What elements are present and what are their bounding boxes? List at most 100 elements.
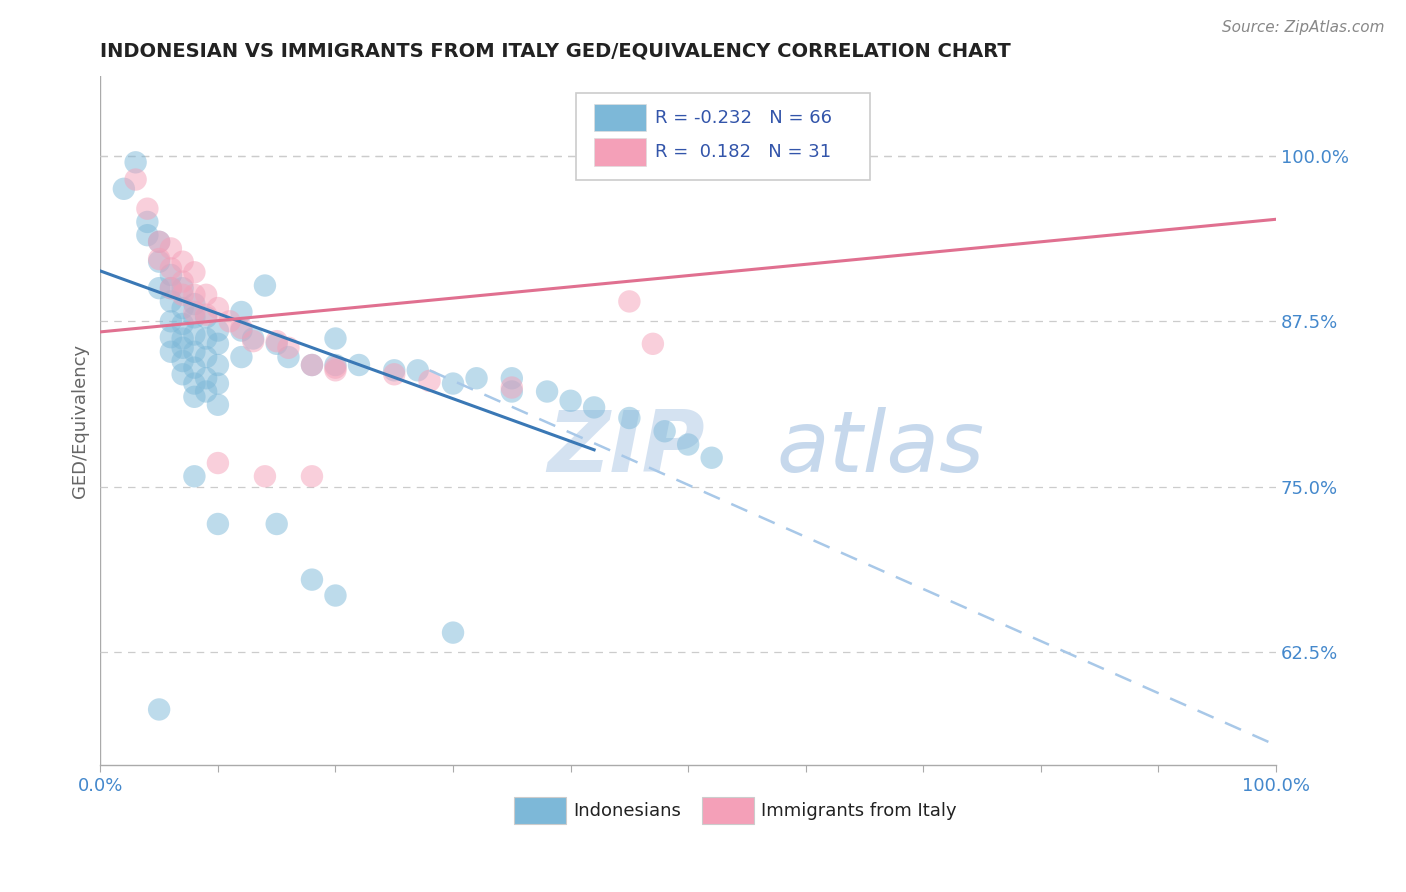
Point bbox=[347, 358, 370, 372]
Text: INDONESIAN VS IMMIGRANTS FROM ITALY GED/EQUIVALENCY CORRELATION CHART: INDONESIAN VS IMMIGRANTS FROM ITALY GED/… bbox=[100, 42, 1011, 61]
Point bbox=[148, 235, 170, 249]
Point bbox=[160, 314, 183, 328]
Point bbox=[242, 334, 264, 348]
Point bbox=[207, 516, 229, 531]
Point bbox=[207, 376, 229, 391]
Point bbox=[183, 327, 205, 342]
Point bbox=[641, 336, 664, 351]
Point bbox=[172, 287, 194, 301]
Point bbox=[183, 344, 205, 359]
FancyBboxPatch shape bbox=[595, 103, 645, 131]
Point bbox=[501, 371, 523, 385]
Point bbox=[231, 350, 253, 364]
Point bbox=[136, 202, 159, 216]
Point bbox=[207, 398, 229, 412]
Point bbox=[195, 287, 218, 301]
Point bbox=[325, 332, 347, 346]
Point bbox=[183, 265, 205, 279]
Point bbox=[183, 376, 205, 391]
Point bbox=[172, 275, 194, 289]
Point bbox=[253, 469, 276, 483]
Point bbox=[183, 390, 205, 404]
Point bbox=[183, 297, 205, 311]
Point bbox=[218, 314, 240, 328]
Point bbox=[207, 301, 229, 315]
Text: R =  0.182   N = 31: R = 0.182 N = 31 bbox=[655, 143, 831, 161]
Point bbox=[136, 228, 159, 243]
Point bbox=[301, 469, 323, 483]
Point bbox=[501, 384, 523, 399]
Point bbox=[406, 363, 429, 377]
Point bbox=[183, 305, 205, 319]
Text: atlas: atlas bbox=[776, 407, 984, 490]
Point bbox=[148, 252, 170, 266]
Point bbox=[382, 368, 405, 382]
Text: Immigrants from Italy: Immigrants from Italy bbox=[761, 802, 956, 820]
Point bbox=[172, 281, 194, 295]
Point bbox=[195, 350, 218, 364]
Point bbox=[325, 589, 347, 603]
Point bbox=[253, 278, 276, 293]
Point bbox=[148, 254, 170, 268]
Point bbox=[676, 437, 699, 451]
Point bbox=[172, 332, 194, 346]
Point bbox=[266, 516, 288, 531]
Point bbox=[619, 294, 641, 309]
Point bbox=[583, 401, 606, 415]
Point bbox=[183, 360, 205, 375]
Point bbox=[619, 411, 641, 425]
Point bbox=[136, 215, 159, 229]
Point bbox=[231, 305, 253, 319]
Point bbox=[172, 254, 194, 268]
FancyBboxPatch shape bbox=[515, 797, 565, 823]
Point bbox=[183, 310, 205, 325]
Point bbox=[160, 344, 183, 359]
Point bbox=[112, 182, 135, 196]
Point bbox=[560, 393, 582, 408]
Point bbox=[172, 341, 194, 355]
Point bbox=[195, 308, 218, 322]
Text: R = -0.232   N = 66: R = -0.232 N = 66 bbox=[655, 109, 832, 127]
Point bbox=[148, 702, 170, 716]
Point bbox=[183, 287, 205, 301]
Point bbox=[195, 332, 218, 346]
Point bbox=[325, 360, 347, 375]
Point bbox=[441, 625, 464, 640]
Point bbox=[172, 368, 194, 382]
Point bbox=[172, 354, 194, 368]
Point bbox=[231, 321, 253, 335]
Point bbox=[148, 281, 170, 295]
Point bbox=[231, 324, 253, 338]
Point bbox=[160, 330, 183, 344]
Point bbox=[266, 336, 288, 351]
Point bbox=[301, 573, 323, 587]
Point bbox=[160, 281, 183, 295]
Point bbox=[207, 324, 229, 338]
Point bbox=[465, 371, 488, 385]
Point bbox=[207, 358, 229, 372]
Point bbox=[654, 424, 676, 438]
Point bbox=[160, 242, 183, 256]
Point bbox=[277, 341, 299, 355]
Point bbox=[441, 376, 464, 391]
Point bbox=[160, 261, 183, 276]
Text: Source: ZipAtlas.com: Source: ZipAtlas.com bbox=[1222, 20, 1385, 35]
Point bbox=[148, 235, 170, 249]
FancyBboxPatch shape bbox=[576, 94, 870, 179]
Point bbox=[277, 350, 299, 364]
Point bbox=[418, 374, 440, 388]
Point bbox=[207, 336, 229, 351]
Point bbox=[195, 310, 218, 325]
Y-axis label: GED/Equivalency: GED/Equivalency bbox=[72, 343, 89, 498]
Point bbox=[266, 334, 288, 348]
Point bbox=[160, 268, 183, 282]
Point bbox=[160, 294, 183, 309]
Point bbox=[501, 380, 523, 394]
Point bbox=[160, 281, 183, 295]
Point bbox=[325, 358, 347, 372]
FancyBboxPatch shape bbox=[595, 138, 645, 166]
Text: ZIP: ZIP bbox=[547, 407, 704, 490]
Point bbox=[301, 358, 323, 372]
Point bbox=[700, 450, 723, 465]
Point bbox=[382, 363, 405, 377]
